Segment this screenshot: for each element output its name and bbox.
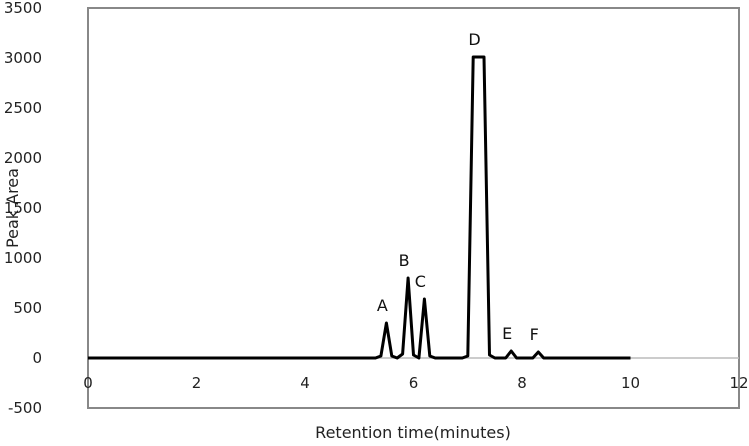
peak-labels: A BC D E F — [377, 30, 539, 344]
y-tick-label: 1000 — [4, 249, 42, 267]
y-tick-label: 1500 — [4, 199, 42, 217]
x-tick-label: 8 — [517, 374, 527, 392]
peak-label-c: C — [415, 272, 426, 291]
x-tick-label: 12 — [729, 374, 748, 392]
x-tick-label: 2 — [192, 374, 202, 392]
y-axis-ticks: -500 0 500 1000 1500 2000 2500 3000 3500 — [4, 0, 42, 417]
x-axis-label: Retention time(minutes) — [315, 423, 511, 442]
y-tick-label: 0 — [32, 349, 42, 367]
chromatogram-line — [88, 55, 631, 360]
y-tick-label: 3500 — [4, 0, 42, 17]
x-tick-label: 6 — [409, 374, 419, 392]
peak-label-e: E — [502, 324, 512, 343]
y-tick-label: 3000 — [4, 49, 42, 67]
peak-label-b: B — [399, 251, 410, 270]
x-tick-label: 0 — [83, 374, 93, 392]
peak-label-a: A — [377, 296, 388, 315]
y-tick-label: 2500 — [4, 99, 42, 117]
y-axis-label: Peak Area — [3, 168, 22, 248]
x-tick-label: 4 — [300, 374, 310, 392]
x-tick-label: 10 — [621, 374, 640, 392]
y-tick-label: 2000 — [4, 149, 42, 167]
peak-label-d: D — [468, 30, 480, 49]
x-axis-ticks: 0 2 4 6 8 10 12 — [83, 374, 748, 392]
y-tick-label: -500 — [8, 399, 42, 417]
peak-label-f: F — [530, 325, 539, 344]
y-tick-label: 500 — [13, 299, 42, 317]
